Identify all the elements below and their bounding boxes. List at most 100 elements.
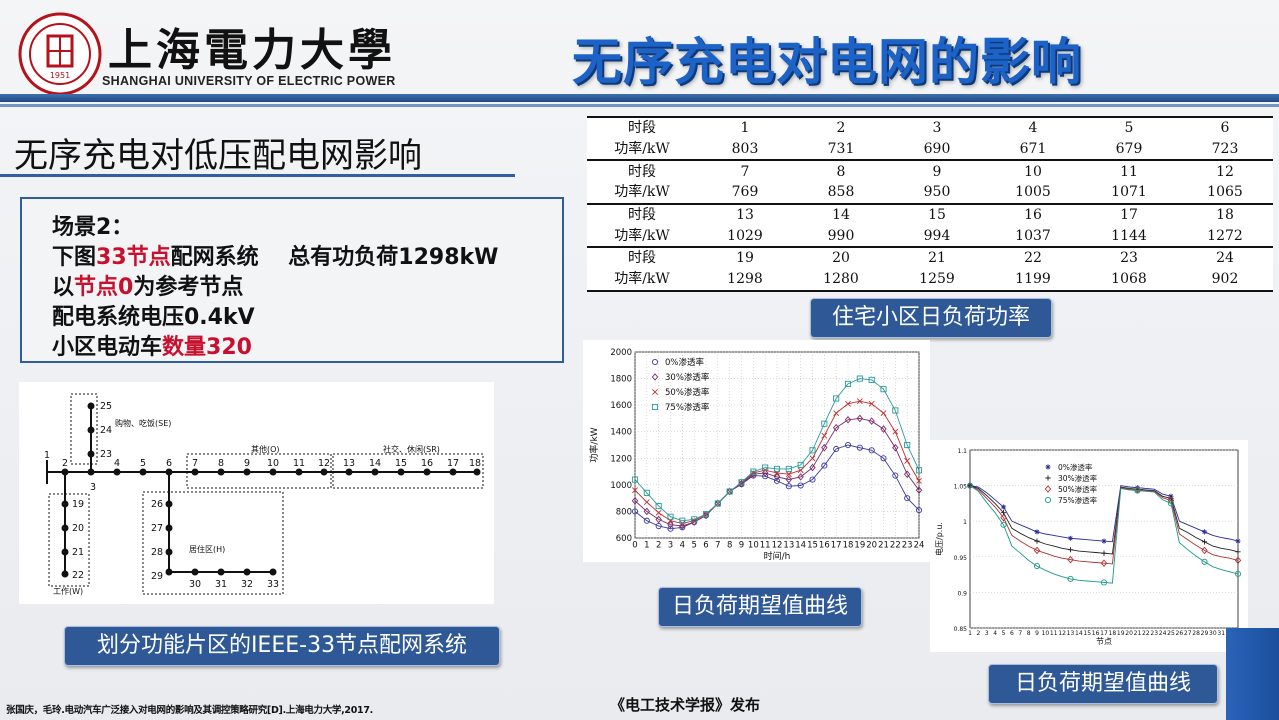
legend-marker <box>652 389 658 395</box>
data-point <box>821 420 828 427</box>
data-point <box>809 455 816 462</box>
x-tick-label: 27 <box>1184 630 1192 637</box>
svg-text:1951: 1951 <box>50 71 70 80</box>
data-point <box>915 486 923 494</box>
node-6 <box>165 468 173 476</box>
period-header: 时段 <box>587 116 697 139</box>
legend-label: 50%渗透率 <box>1058 484 1098 494</box>
period-cell: 21 <box>889 246 985 269</box>
y-tick-label: 600 <box>616 534 632 544</box>
power-header: 功率/kW <box>587 268 697 292</box>
node-label-32: 32 <box>241 579 253 590</box>
node-label-26: 26 <box>151 499 163 510</box>
data-point <box>1167 500 1175 507</box>
region-box-h <box>142 491 284 595</box>
table-row-period: 时段 1 2 3 4 5 6 <box>587 116 1273 139</box>
legend-marker <box>1044 485 1052 493</box>
period-cell: 22 <box>985 246 1081 269</box>
node-8 <box>217 468 225 476</box>
network-nodes <box>61 402 481 578</box>
data-point <box>1067 555 1074 564</box>
legend-label: 0%渗透率 <box>1058 462 1093 472</box>
table-row-power: 功率/kW 769 858 950 1005 1071 1065 <box>587 182 1273 204</box>
data-point <box>655 522 662 530</box>
y-tick-label: 0.9 <box>957 590 967 597</box>
x-tick-label: 17 <box>1100 630 1108 637</box>
data-point <box>833 410 840 417</box>
period-cell: 17 <box>1081 202 1177 226</box>
data-point <box>797 461 804 468</box>
table-row-power: 功率/kW 803 731 690 671 679 723 <box>587 139 1273 161</box>
x-tick-label: 23 <box>902 541 913 551</box>
data-point <box>750 468 757 475</box>
x-tick-label: 6 <box>703 541 708 551</box>
section-subtitle: 无序充电对低压配电网影响 <box>14 136 422 176</box>
load-power-table: 时段 1 2 3 4 5 6 功率/kW 803 731 690 671 679 723 时段 7 8 9 10 11… <box>587 116 1273 292</box>
y-tick-label: 1.1 <box>957 448 967 455</box>
x-tick-label: 14 <box>1075 630 1083 637</box>
data-point <box>655 503 662 510</box>
university-name-en: SHANGHAI UNIVERSITY OF ELECTRIC POWER <box>102 74 396 88</box>
period-cell: 10 <box>985 159 1081 183</box>
series-3 <box>966 482 1242 586</box>
data-point <box>785 465 792 472</box>
data-point <box>966 481 974 490</box>
period-cell: 13 <box>697 202 793 226</box>
page-title: 无序充电对电网的影响 <box>572 33 1082 91</box>
data-point <box>773 465 781 472</box>
data-point <box>809 476 816 483</box>
data-point <box>643 499 650 506</box>
table-row-period: 时段 13 14 15 16 17 18 <box>587 202 1273 226</box>
x-tick-label: 26 <box>1176 630 1184 637</box>
data-point <box>655 509 662 516</box>
region-label-h: 居住区(H) <box>189 544 225 554</box>
node-label-25: 25 <box>100 401 112 412</box>
data-point <box>880 425 887 433</box>
x-tick-label: 29 <box>1201 630 1209 637</box>
header-divider-thin <box>0 104 1279 107</box>
node-16 <box>423 468 431 476</box>
series-0 <box>967 483 1241 544</box>
x-tick-label: 18 <box>1109 630 1117 637</box>
power-cell: 723 <box>1211 141 1239 158</box>
scenario-line-voltage: 配电系统电压0.4kV <box>52 305 255 330</box>
x-tick-label: 24 <box>914 541 925 551</box>
x-tick-label: 2 <box>976 630 980 637</box>
power-header: 功率/kW <box>614 141 670 158</box>
x-tick-label: 1 <box>968 630 972 637</box>
node-26 <box>165 500 173 508</box>
x-tick-label: 20 <box>866 541 877 551</box>
x-tick-label: 4 <box>993 630 997 637</box>
legend-label: 0%渗透率 <box>665 357 704 368</box>
data-point <box>797 473 804 481</box>
data-point <box>903 470 911 479</box>
power-cell: 902 <box>1177 268 1273 292</box>
data-point <box>1000 504 1007 510</box>
node-label-18: 18 <box>469 458 481 469</box>
series-line <box>634 444 920 530</box>
series-line <box>634 378 920 522</box>
data-point <box>655 515 662 524</box>
power-cell: 950 <box>923 184 951 201</box>
node-12 <box>320 468 328 476</box>
data-point <box>643 507 651 516</box>
x-tick-label: 1 <box>644 541 649 551</box>
x-tick-label: 22 <box>1142 630 1150 637</box>
data-point <box>892 472 899 479</box>
university-name-cn: 上海電力大學 <box>108 25 396 76</box>
x-tick-label: 4 <box>680 541 685 551</box>
data-point <box>714 499 722 508</box>
series-line <box>969 485 1239 565</box>
data-point <box>738 479 745 486</box>
period-cell: 12 <box>1177 159 1273 183</box>
period-cell: 8 <box>793 159 889 183</box>
node-21 <box>61 548 69 556</box>
data-point <box>1100 559 1108 568</box>
data-point <box>667 520 674 529</box>
power-cell: 1144 <box>1111 227 1147 244</box>
y-tick-label: 1.05 <box>954 484 968 491</box>
node-voltage-chart: 0.85 0.9 0.95 1 1.05 1.1 1 2 3 4 5 6 7 8 9 10 11 12 13 14 15… <box>930 440 1248 652</box>
data-point <box>785 475 793 484</box>
data-point <box>856 375 863 382</box>
y-tick-label: 1600 <box>610 401 632 411</box>
